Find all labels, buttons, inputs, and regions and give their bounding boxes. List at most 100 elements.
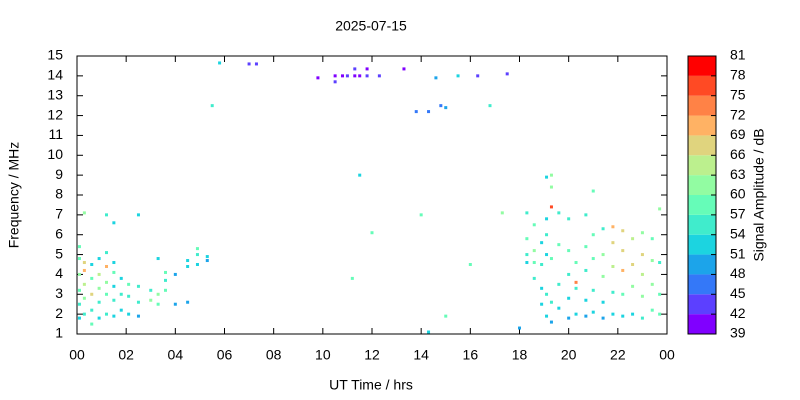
data-point (584, 245, 588, 249)
data-point (136, 213, 140, 217)
data-point (631, 263, 635, 266)
colorbar-tick-label: 45 (730, 285, 746, 301)
data-point (584, 314, 588, 318)
data-point (164, 270, 167, 274)
data-point (112, 298, 116, 302)
data-point (525, 211, 529, 215)
x-tick-label: 00 (69, 347, 85, 363)
data-point (82, 211, 86, 215)
data-point (358, 74, 362, 78)
colorbar-tick-label: 48 (730, 265, 746, 281)
data-point (525, 253, 529, 257)
colorbar-tick-label: 42 (730, 305, 746, 321)
data-point (540, 241, 544, 245)
colorbar-tick-label: 54 (730, 225, 746, 241)
data-point (149, 298, 153, 302)
data-point (82, 268, 86, 272)
x-tick-label: 16 (463, 347, 479, 363)
data-point (316, 76, 320, 80)
x-tick-label: 12 (364, 347, 380, 363)
data-point (591, 288, 595, 292)
data-point (434, 76, 438, 80)
data-point (621, 229, 625, 233)
data-point (365, 67, 369, 71)
data-point (341, 74, 344, 78)
data-point (247, 62, 251, 66)
y-tick-label: 6 (55, 225, 63, 241)
data-point (205, 255, 209, 259)
y-tick-label: 13 (47, 86, 63, 102)
data-point (350, 276, 354, 280)
data-point (97, 300, 101, 304)
y-tick-label: 9 (55, 166, 63, 182)
data-point (218, 61, 222, 65)
data-point (650, 237, 654, 241)
data-point (333, 80, 337, 84)
y-tick-label: 3 (55, 285, 63, 301)
data-point (601, 227, 605, 231)
y-tick-label: 15 (47, 47, 63, 63)
data-point (119, 276, 123, 280)
data-point (90, 322, 94, 326)
data-point (77, 288, 81, 292)
data-point (640, 294, 644, 298)
data-point (365, 74, 369, 78)
data-point (186, 300, 190, 304)
data-point (77, 257, 81, 261)
data-point (601, 316, 605, 320)
data-point (402, 67, 406, 71)
data-point (532, 223, 536, 227)
data-point (557, 243, 561, 247)
data-point (540, 263, 544, 266)
data-point (105, 264, 108, 268)
x-tick-label: 20 (561, 347, 577, 363)
data-point (156, 302, 160, 306)
data-point (156, 292, 160, 296)
data-point (567, 316, 571, 320)
data-point (444, 106, 448, 110)
data-point (173, 272, 177, 276)
data-point (82, 282, 86, 286)
data-point (488, 104, 492, 108)
x-tick-label: 08 (266, 347, 282, 363)
data-point (186, 264, 190, 268)
data-point (136, 300, 140, 304)
data-point (601, 253, 605, 257)
x-tick-label: 06 (217, 347, 233, 363)
data-point (601, 300, 605, 304)
colorbar-band (688, 214, 716, 235)
data-point (112, 284, 116, 288)
data-point (549, 257, 553, 261)
data-point (173, 302, 177, 306)
data-point (164, 288, 167, 292)
data-point (584, 268, 588, 272)
colorbar-band (688, 75, 716, 96)
data-point (377, 74, 381, 78)
y-tick-label: 5 (55, 245, 63, 261)
data-point (105, 251, 108, 255)
data-point (525, 237, 529, 241)
x-tick-label: 02 (118, 347, 134, 363)
y-tick-label: 1 (55, 325, 63, 341)
data-point (119, 308, 123, 312)
data-point (97, 316, 101, 320)
data-point (119, 292, 123, 296)
colorbar-tick-label: 72 (730, 106, 746, 122)
data-point (77, 272, 81, 276)
colorbar-tick-label: 81 (730, 47, 746, 63)
x-tick-label: 10 (315, 347, 331, 363)
data-point (640, 253, 644, 257)
data-point (658, 207, 662, 211)
colorbar-band (688, 234, 716, 255)
data-point (611, 290, 615, 294)
y-tick-label: 8 (55, 186, 63, 202)
data-point (414, 110, 418, 114)
data-point (631, 312, 635, 316)
data-point (532, 249, 536, 253)
data-point (439, 104, 443, 108)
data-point (353, 74, 357, 78)
data-point (82, 296, 86, 300)
data-point (210, 104, 214, 108)
data-point (505, 72, 509, 76)
data-point (105, 213, 108, 217)
